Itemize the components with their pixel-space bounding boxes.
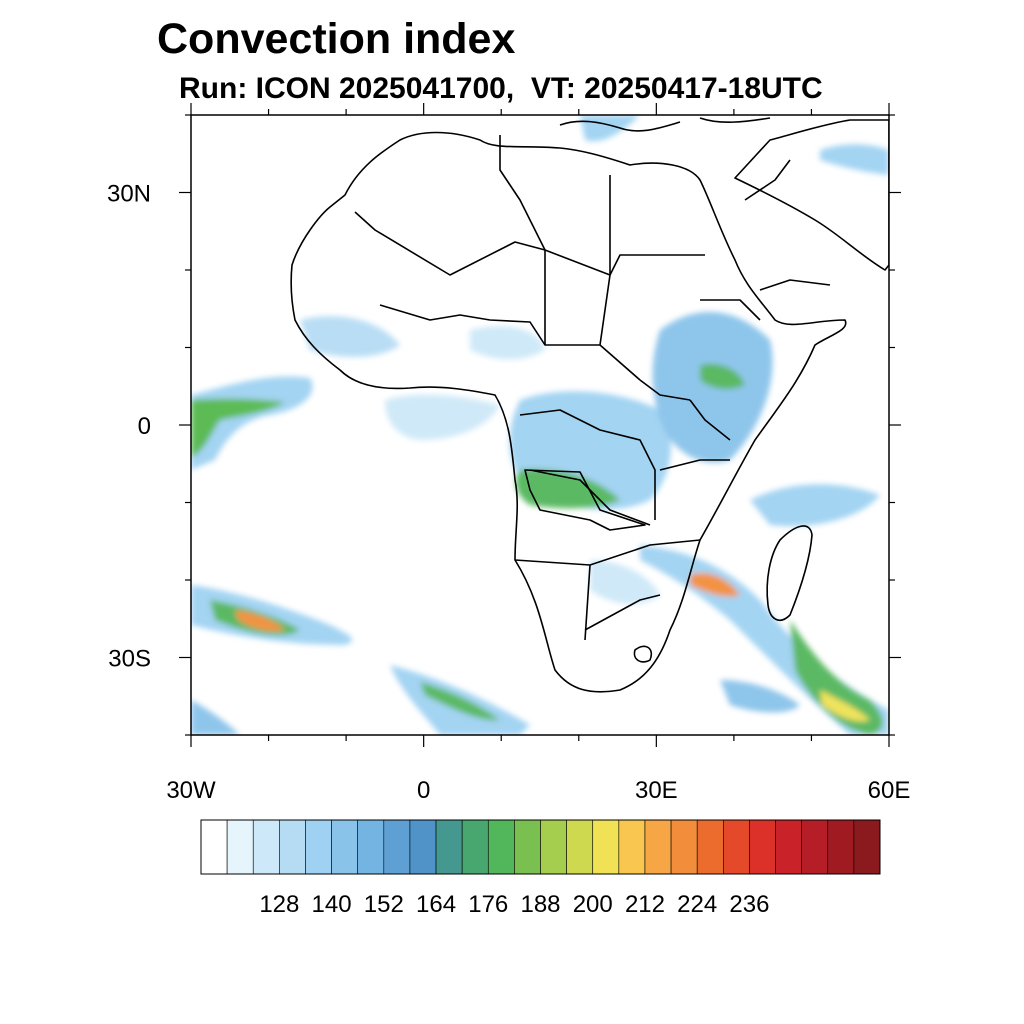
- colorbar-swatch: [749, 819, 776, 875]
- colorbar-swatch: [200, 819, 228, 875]
- colorbar-swatch: [775, 819, 802, 875]
- coastlines-and-borders: [290, 117, 889, 693]
- colorbar-swatch: [670, 819, 698, 875]
- colorbar-label: 188: [520, 891, 560, 918]
- colorbar-label: 152: [364, 891, 404, 918]
- colorbar-swatch: [487, 819, 515, 875]
- colorbar-label: 236: [729, 891, 769, 918]
- colorbar-swatch: [357, 819, 385, 875]
- colorbar-swatch: [514, 819, 541, 875]
- colorbar-label: 212: [625, 891, 665, 918]
- colorbar-label: 128: [259, 891, 299, 918]
- colorbar-label: 224: [677, 891, 717, 918]
- y-tick-label: 30S: [108, 646, 151, 673]
- colorbar-swatch: [226, 819, 254, 875]
- colorbar-swatch: [827, 819, 855, 875]
- x-tick-label: 0: [417, 777, 430, 804]
- border-lesotho: [633, 645, 653, 663]
- colorbar-swatch: [461, 819, 489, 875]
- field-southern-band-core: [420, 682, 500, 721]
- field-south-east: [720, 680, 800, 713]
- border-sahara-vertical: [499, 135, 611, 275]
- africa-coastline: [290, 131, 847, 693]
- axis-labels: 30W 0 30E 60E 30N 0 30S: [107, 181, 910, 805]
- colorbar-swatch: [723, 819, 750, 875]
- colorbar-swatch: [540, 819, 567, 875]
- colorbar-swatch: [801, 819, 829, 875]
- europe-coastline: [559, 117, 771, 132]
- colorbar-frame: [200, 819, 881, 875]
- field-north-med: [580, 115, 640, 142]
- colorbar-swatch: [409, 819, 437, 875]
- field-east-africa: [652, 311, 773, 463]
- field-gulf-guinea: [385, 394, 500, 440]
- colorbar-labels: 128 140 152 164 176 188 200 212 224 236: [259, 891, 769, 918]
- field-arabia: [820, 144, 889, 175]
- colorbar-swatch: [252, 819, 280, 875]
- border-congo: [519, 409, 656, 526]
- field-sahel-central: [470, 326, 545, 360]
- x-tick-label: 30E: [635, 777, 678, 804]
- x-tick-label: 30W: [166, 777, 216, 804]
- border-central: [544, 250, 691, 401]
- field-west-africa: [300, 316, 400, 357]
- border-sahel: [379, 304, 641, 381]
- colorbar-swatch: [435, 819, 463, 875]
- colorbar-swatch: [696, 819, 724, 875]
- colorbar-swatch: [592, 819, 620, 875]
- colorbar-swatch: [853, 819, 881, 875]
- border-north-africa: [354, 211, 705, 276]
- colorbar-label: 200: [573, 891, 613, 918]
- field-madagascar-east: [790, 620, 883, 735]
- border-east-africa: [659, 299, 761, 471]
- field-ethiopia-core: [700, 363, 745, 390]
- field-madagascar-core: [820, 690, 870, 722]
- chart-title: Convection index: [157, 15, 516, 63]
- colorbar-label: 140: [312, 891, 352, 918]
- field-sw-corner: [191, 700, 240, 735]
- border-southern-africa: [514, 539, 701, 641]
- madagascar-coastline: [766, 525, 813, 621]
- colorbar-swatch: [618, 819, 646, 875]
- chart-subtitle: Run: ICON 2025041700, VT: 20250417-18UTC: [179, 72, 823, 105]
- axis-ticks: [179, 103, 901, 747]
- colorbar-swatch: [644, 819, 672, 875]
- colorbar-swatch: [279, 819, 306, 875]
- field-south-atlantic-peak: [235, 610, 285, 632]
- colorbar-label: 164: [416, 891, 456, 918]
- border-arabia: [744, 159, 831, 291]
- colorbar-swatch: [383, 819, 411, 875]
- colorbar-label: 176: [468, 891, 508, 918]
- convection-field: [191, 115, 889, 735]
- colorbar-swatch: [305, 819, 332, 875]
- colorbar-swatch: [566, 819, 594, 875]
- y-tick-label: 30N: [107, 181, 151, 208]
- field-mozambique-core: [690, 572, 740, 597]
- colorbar-swatch: [331, 819, 358, 875]
- x-tick-label: 60E: [868, 777, 911, 804]
- field-indian-ocean: [750, 484, 880, 527]
- arabia-coastline: [734, 119, 889, 271]
- border-angola-outline: [524, 469, 646, 531]
- field-south-atlantic: [191, 585, 353, 645]
- colorbar: [200, 819, 881, 875]
- field-atlantic-equatorial-core: [191, 398, 285, 458]
- y-tick-label: 0: [138, 413, 151, 440]
- field-south-africa-light: [590, 560, 660, 605]
